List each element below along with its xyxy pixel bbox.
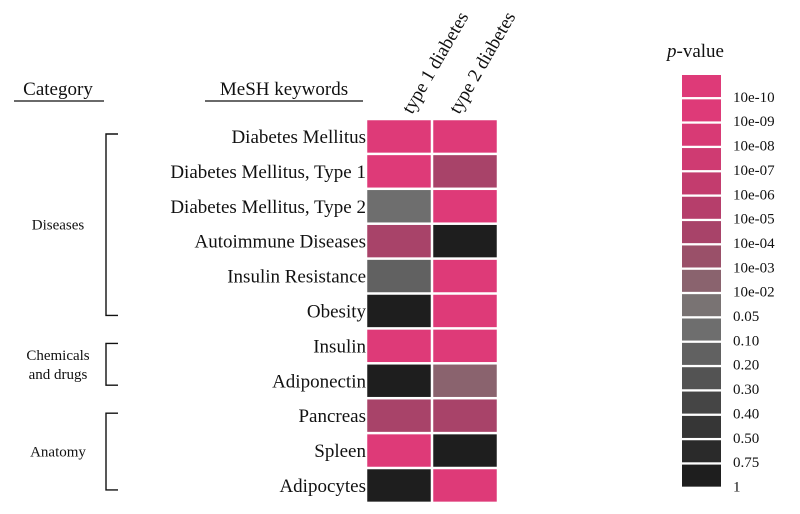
legend-swatch	[682, 440, 721, 463]
legend-label: 10e-10	[733, 90, 775, 106]
category-label: Diseases	[32, 218, 85, 234]
legend-label: 10e-03	[733, 260, 775, 276]
legend-swatch	[682, 367, 721, 390]
legend-label: 10e-04	[733, 236, 775, 252]
row-label: Obesity	[307, 301, 367, 322]
legend-swatch	[682, 148, 721, 171]
heatmap-cell	[367, 329, 431, 363]
row-label: Spleen	[314, 441, 366, 462]
heatmap-cell	[367, 294, 431, 328]
legend-label: 10e-09	[733, 114, 775, 130]
legend-label: 0.10	[733, 333, 759, 349]
legend-swatch	[682, 75, 721, 98]
category-bracket	[105, 342, 118, 386]
category-brackets: Diseases Chemicals and drugs Anatomy	[26, 133, 118, 491]
legend-label: 10e-05	[733, 212, 775, 228]
p-value-legend: p-value 10e-1010e-0910e-0810e-0710e-0610…	[665, 41, 775, 495]
legend-swatch	[682, 269, 721, 292]
heatmap-cell	[433, 294, 497, 328]
legend-swatch	[682, 318, 721, 341]
legend-swatch	[682, 342, 721, 365]
heatmap-cell	[433, 190, 497, 223]
row-label: Insulin	[313, 336, 366, 357]
legend-swatch	[682, 221, 721, 244]
heatmap-cell	[433, 259, 497, 293]
legend-label: 10e-06	[733, 187, 775, 203]
row-labels: Diabetes Mellitus Diabetes Mellitus, Type…	[170, 127, 366, 497]
heatmap-cells	[367, 120, 497, 502]
category-label: Chemicals	[26, 348, 89, 364]
heatmap-cell	[367, 399, 431, 432]
legend-label: 1	[733, 479, 741, 495]
legend-title: p-value	[665, 41, 724, 62]
row-label: Autoimmune Diseases	[194, 232, 366, 253]
legend-label: 0.05	[733, 309, 759, 325]
heatmap-cell	[367, 364, 431, 397]
heatmap-cell	[433, 469, 497, 502]
heatmap-cell	[367, 434, 431, 467]
legend-swatch	[682, 464, 721, 487]
legend-swatch	[682, 123, 721, 146]
heatmap-cell	[433, 120, 497, 153]
heatmap-cell	[367, 259, 431, 293]
heatmap-cell	[433, 224, 497, 258]
row-label: Pancreas	[298, 406, 366, 427]
legend-swatch	[682, 172, 721, 195]
legend-label: 10e-07	[733, 163, 775, 179]
heatmap-cell	[367, 155, 431, 188]
row-label: Diabetes Mellitus, Type 2	[170, 197, 366, 218]
legend-label: 0.75	[733, 455, 759, 471]
category-bracket	[105, 133, 118, 317]
legend-label: 0.30	[733, 382, 759, 398]
legend-swatch	[682, 391, 721, 414]
legend-label: 10e-08	[733, 139, 775, 155]
heatmap-cell	[433, 364, 497, 397]
category-label: Anatomy	[30, 445, 86, 461]
row-label: Diabetes Mellitus	[231, 127, 366, 148]
heatmap-cell	[433, 434, 497, 467]
category-label: and drugs	[29, 367, 88, 383]
heatmap-cell	[367, 120, 431, 153]
heatmap-cell	[367, 190, 431, 223]
legend-swatch	[682, 245, 721, 268]
row-label: Adiponectin	[272, 371, 366, 392]
legend-label: 0.50	[733, 431, 759, 447]
category-header: Category	[23, 79, 93, 100]
legend-swatch	[682, 294, 721, 317]
heatmap-cell	[367, 224, 431, 258]
legend-swatch	[682, 415, 721, 438]
heatmap-cell	[367, 469, 431, 502]
heatmap-cell	[433, 155, 497, 188]
legend-label: 0.20	[733, 358, 759, 374]
legend-swatch	[682, 196, 721, 219]
row-label: Adipocytes	[279, 476, 366, 497]
keywords-header: MeSH keywords	[220, 79, 348, 100]
legend-label: 10e-02	[733, 285, 775, 301]
row-label: Insulin Resistance	[227, 267, 366, 288]
row-label: Diabetes Mellitus, Type 1	[170, 162, 366, 183]
category-bracket	[105, 412, 118, 491]
legend-swatch	[682, 99, 721, 122]
heatmap-cell	[433, 399, 497, 432]
legend-label: 0.40	[733, 406, 759, 422]
heatmap-cell	[433, 329, 497, 363]
